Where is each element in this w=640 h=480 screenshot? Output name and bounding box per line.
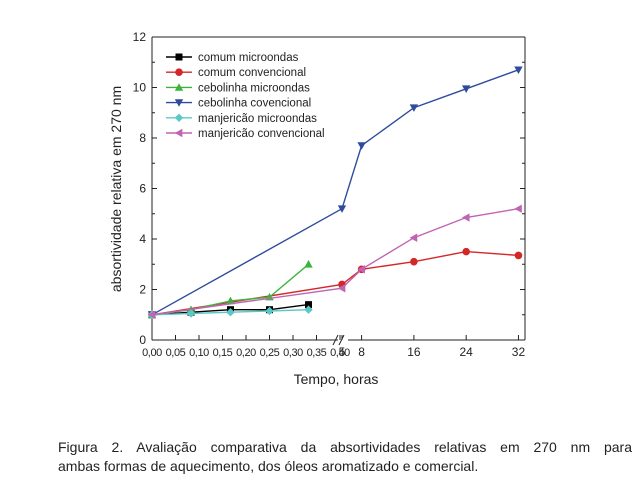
y-tick-label: 8 [139,131,146,145]
x-tick-label: 0,35 [307,347,327,359]
data-point [514,204,522,213]
series-5 [147,204,522,319]
y-tick-label: 0 [139,333,146,347]
x-tick-label: 0,10 [189,347,209,359]
x-tick-label: 0,40 [330,347,350,359]
x-tick-label: 0,15 [213,347,233,359]
axis-break-mark [332,334,339,346]
legend-label: cebolinha microondas [198,82,310,94]
data-point [226,296,235,305]
data-point [462,247,470,256]
series-line [151,208,519,316]
data-point [265,306,274,316]
legend-item: manjericão convencional [166,128,325,140]
series-line [151,69,519,316]
data-point [461,85,471,93]
data-point [410,257,418,266]
series-line [151,250,519,316]
x-tick-label: 0,25 [260,347,280,359]
legend-label: cebolinha covencional [198,98,311,110]
legend-item: cebolinha microondas [166,82,310,94]
y-tick-label: 12 [133,30,147,44]
data-point [409,104,419,112]
legend-item: comum microondas [166,52,299,64]
x-tick-label: 0,05 [166,347,186,359]
x-axis-label: Tempo, horas [294,371,379,387]
x-tick-label: 16 [407,345,421,359]
data-point [514,251,523,260]
data-point [226,308,235,317]
x-tick-label: 0,20 [236,347,256,359]
legend-item: cebolinha covencional [166,98,311,110]
data-point [337,284,346,293]
legend-label: comum microondas [198,52,299,64]
x-tick-label: 0,00 [142,347,162,359]
data-point [357,265,365,274]
chart-legend: comum microondas comum convencional ceboli… [166,52,325,140]
legend-marker [174,128,183,138]
data-point [305,301,313,309]
legend-marker [174,113,184,122]
x-tick-label: 32 [512,345,526,359]
y-tick-label: 6 [139,182,146,196]
data-point [304,260,313,268]
y-tick-label: 4 [139,232,146,246]
legend-label: manjericão microondas [198,113,317,125]
y-axis-label: absortividade relativa em 270 nm [108,86,124,292]
legend-label: manjericão convencional [198,128,325,140]
data-point [147,310,156,319]
legend-item: comum convencional [166,67,306,79]
x-tick-label: 5 [339,345,346,359]
data-point [514,66,523,75]
data-point [409,233,418,242]
legend-marker [175,53,183,61]
data-point [461,213,470,222]
chart-series [147,66,523,319]
data-point [304,305,313,314]
data-point [357,142,366,150]
legend-marker [175,68,183,76]
legend-item: manjericão microondas [166,113,317,125]
legend-marker [174,83,184,91]
legend-marker [174,99,184,107]
caption-line-2: ambas formas de aquecimento, dos óleos a… [58,458,479,474]
y-tick-label: 10 [133,81,147,95]
x-tick-label: 24 [459,345,473,359]
x-tick-label: 8 [358,345,365,359]
data-point [186,309,196,318]
figure-caption: Figura 2. Avaliação comparativa da absor… [58,438,632,476]
y-tick-label: 2 [139,283,146,297]
x-tick-label: 0,30 [283,347,303,359]
caption-line-1: Figura 2. Avaliação comparativa da absor… [58,439,632,455]
legend-label: comum convencional [198,67,306,79]
data-point [337,205,347,213]
